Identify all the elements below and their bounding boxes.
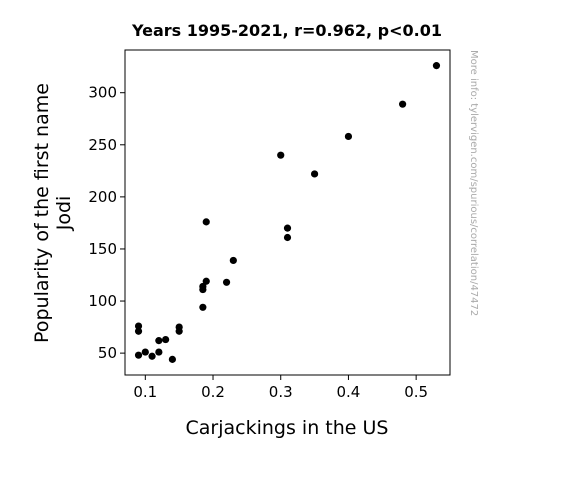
- data-point: [432, 62, 441, 70]
- chart-title: Years 1995-2021, r=0.962, p<0.01: [131, 21, 442, 40]
- data-point: [344, 132, 353, 141]
- data-point: [155, 337, 163, 345]
- data-point: [199, 303, 207, 311]
- data-point: [199, 285, 207, 294]
- watermark-text: More info: tylervigen.com/spurious/corre…: [468, 50, 479, 316]
- x-tick-label: 0.1: [133, 383, 157, 401]
- y-tick-label: 100: [88, 292, 117, 310]
- data-point: [202, 218, 210, 226]
- data-point: [168, 355, 176, 363]
- y-tick-label: 300: [88, 84, 117, 102]
- data-point: [134, 322, 143, 330]
- data-point: [141, 348, 149, 356]
- y-axis-label: Popularity of the first name Jodi: [31, 83, 75, 343]
- data-point: [277, 151, 285, 159]
- data-point: [155, 348, 163, 356]
- data-points: [134, 62, 441, 363]
- y-tick-label: 150: [88, 240, 117, 258]
- x-tick-label: 0.3: [269, 383, 293, 401]
- data-point: [162, 335, 170, 344]
- x-tick-label: 0.4: [337, 383, 361, 401]
- x-axis-ticks: 0.1 0.2 0.3 0.4 0.5: [133, 375, 428, 401]
- data-point: [222, 278, 231, 286]
- x-axis-label: Carjackings in the US: [186, 417, 389, 439]
- y-tick-label: 250: [88, 136, 117, 154]
- data-point: [229, 256, 237, 265]
- data-point: [202, 277, 210, 285]
- x-tick-label: 0.5: [404, 383, 428, 401]
- y-axis-label-line-1: Popularity of the first name: [31, 83, 53, 343]
- data-point: [283, 233, 292, 242]
- y-tick-label: 50: [98, 344, 117, 362]
- y-axis-ticks: 50 100 150 200 250 300: [88, 84, 125, 362]
- plot-area-frame: [124, 49, 451, 376]
- y-axis-label-line-2: Jodi: [53, 196, 75, 232]
- data-point: [175, 327, 183, 335]
- data-point: [310, 170, 319, 178]
- data-point: [148, 352, 156, 360]
- x-tick-label: 0.2: [201, 383, 225, 401]
- y-tick-label: 200: [88, 188, 117, 206]
- data-point: [283, 224, 292, 232]
- data-point: [134, 327, 143, 335]
- data-point: [399, 100, 407, 108]
- data-point: [134, 351, 143, 359]
